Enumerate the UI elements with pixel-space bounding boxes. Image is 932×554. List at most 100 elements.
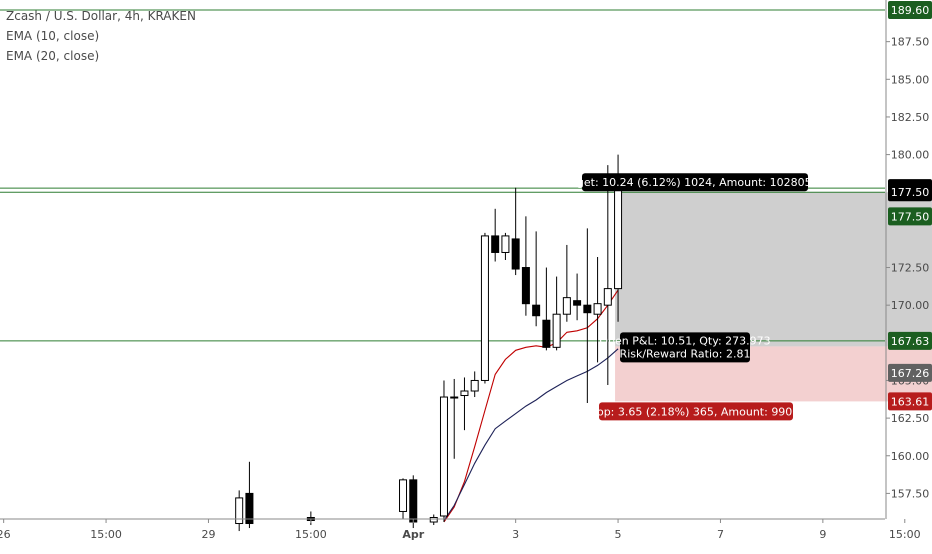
candle-body-down [409,479,418,523]
profit-zone [615,192,932,347]
price-tick-label-5: 170.00 [891,299,930,312]
target-label: Target: 10.24 (6.12%) 1024, Amount: 1028… [560,173,829,192]
time-tick-label-0: 26 [0,528,11,541]
price-badge-bg [888,363,932,382]
candle-body-up [552,313,561,348]
candle-body-up [470,379,479,392]
symbol-title: Zcash / U.S. Dollar, 4h, KRAKEN [6,9,196,23]
price-tick-label-4: 172.50 [891,262,930,275]
candle-body-up [501,235,510,253]
candle-body-up [593,303,602,315]
price-badge-label: 177.50 [891,210,930,223]
candle-20 [583,228,592,404]
open-pnl-text: Open P&L: 10.51, Qty: 273.973 [599,334,770,347]
candle-12 [501,232,510,260]
candle-body-up [603,288,612,306]
candle-body-down [532,304,541,317]
price-badge-label: 167.63 [891,335,930,348]
candle-body-down [583,304,592,314]
time-tick-label-5: 3 [512,528,519,541]
time-tick-label-6: 5 [615,528,622,541]
candle-body-up [562,297,571,315]
price-badge-5: 167.26 [888,363,932,382]
price-tick-label-8: 160.00 [891,450,930,463]
position-zones [615,192,932,402]
time-tick-label-8: 9 [819,528,826,541]
price-badge-label: 163.61 [891,395,930,408]
candle-21 [593,256,602,363]
candle-3 [399,478,408,519]
candle-17 [552,276,561,351]
price-badge-6: 163.61 [888,392,932,411]
candle-11 [491,208,500,262]
candle-15 [532,231,541,327]
candle-body-down [542,319,551,348]
candle-22 [603,165,612,385]
candle-7 [450,378,459,459]
candle-14 [521,216,530,316]
price-badge-0: 189.60 [888,1,932,20]
candle-13 [511,187,520,276]
ema-10-legend: EMA (10, close) [6,29,100,43]
price-badge-bg [888,207,932,226]
stop-label-bg [599,402,793,421]
position-labels: Target: 10.24 (6.12%) 1024, Amount: 1028… [560,173,829,421]
candle-1 [245,461,254,529]
candle-19 [573,273,582,321]
candle-body-down [511,238,520,270]
candle-8 [460,377,469,431]
price-badge-label: 167.26 [891,367,930,380]
candle-body-up [450,396,459,399]
candle-body-up [614,187,623,290]
candle-body-down [491,235,500,253]
candle-body-down [573,300,582,306]
ema-20-legend: EMA (20, close) [6,49,100,63]
price-badge-label: 177.50 [891,186,930,199]
price-tick-label-7: 162.50 [891,412,930,425]
ema-line-2 [443,348,619,521]
target-label-text: Target: 10.24 (6.12%) 1024, Amount: 1028… [560,176,829,189]
target-label-bg [582,173,808,192]
time-tick-label-1: 15:00 [90,528,122,541]
ema-lines [443,289,619,523]
price-badge-bg [888,392,932,411]
price-badge-2: 177.50 [888,183,932,202]
time-tick-label-4: Apr [402,528,424,541]
candle-body-up [399,479,408,512]
stop-label: Stop: 3.65 (2.18%) 365, Amount: 99000 [586,402,806,421]
candle-body-up [429,516,438,523]
open-pnl-bg [620,332,750,363]
price-badge-4: 167.63 [888,331,932,350]
horizontal-lines [0,9,885,342]
time-tick-label-9: 15:00 [889,528,921,541]
time-tick-label-2: 29 [201,528,215,541]
price-badge-bg [888,183,932,202]
price-badge-3: 177.50 [888,207,932,226]
chart-legend: Zcash / U.S. Dollar, 4h, KRAKEN EMA (10,… [6,6,196,66]
price-tick-label-1: 185.00 [891,73,930,86]
candle-18 [562,244,571,322]
price-badge-bg [888,331,932,350]
candle-body-up [480,235,489,381]
open-pnl-label: Open P&L: 10.51, Qty: 273.973Risk/Reward… [599,332,771,363]
candles [235,154,623,532]
price-tick-label-3: 180.00 [891,149,930,162]
candle-body-down [521,267,530,305]
candle-6 [439,380,448,523]
candle-9 [470,371,479,398]
price-tick-label-9: 157.50 [891,487,930,500]
time-tick-label-3: 15:00 [295,528,327,541]
candle-0 [235,490,244,532]
time-tick-label-7: 7 [717,528,724,541]
axes: 187.50185.00182.50180.00172.50170.00165.… [0,0,932,541]
price-tick-label-0: 187.50 [891,36,930,49]
candle-body-up [235,497,244,525]
price-tick-label-2: 182.50 [891,111,930,124]
ema-line-1 [443,289,619,523]
candle-body-up [439,396,448,517]
candle-body-down [245,492,254,525]
price-badge-bg [888,1,932,20]
candle-5 [429,514,438,526]
